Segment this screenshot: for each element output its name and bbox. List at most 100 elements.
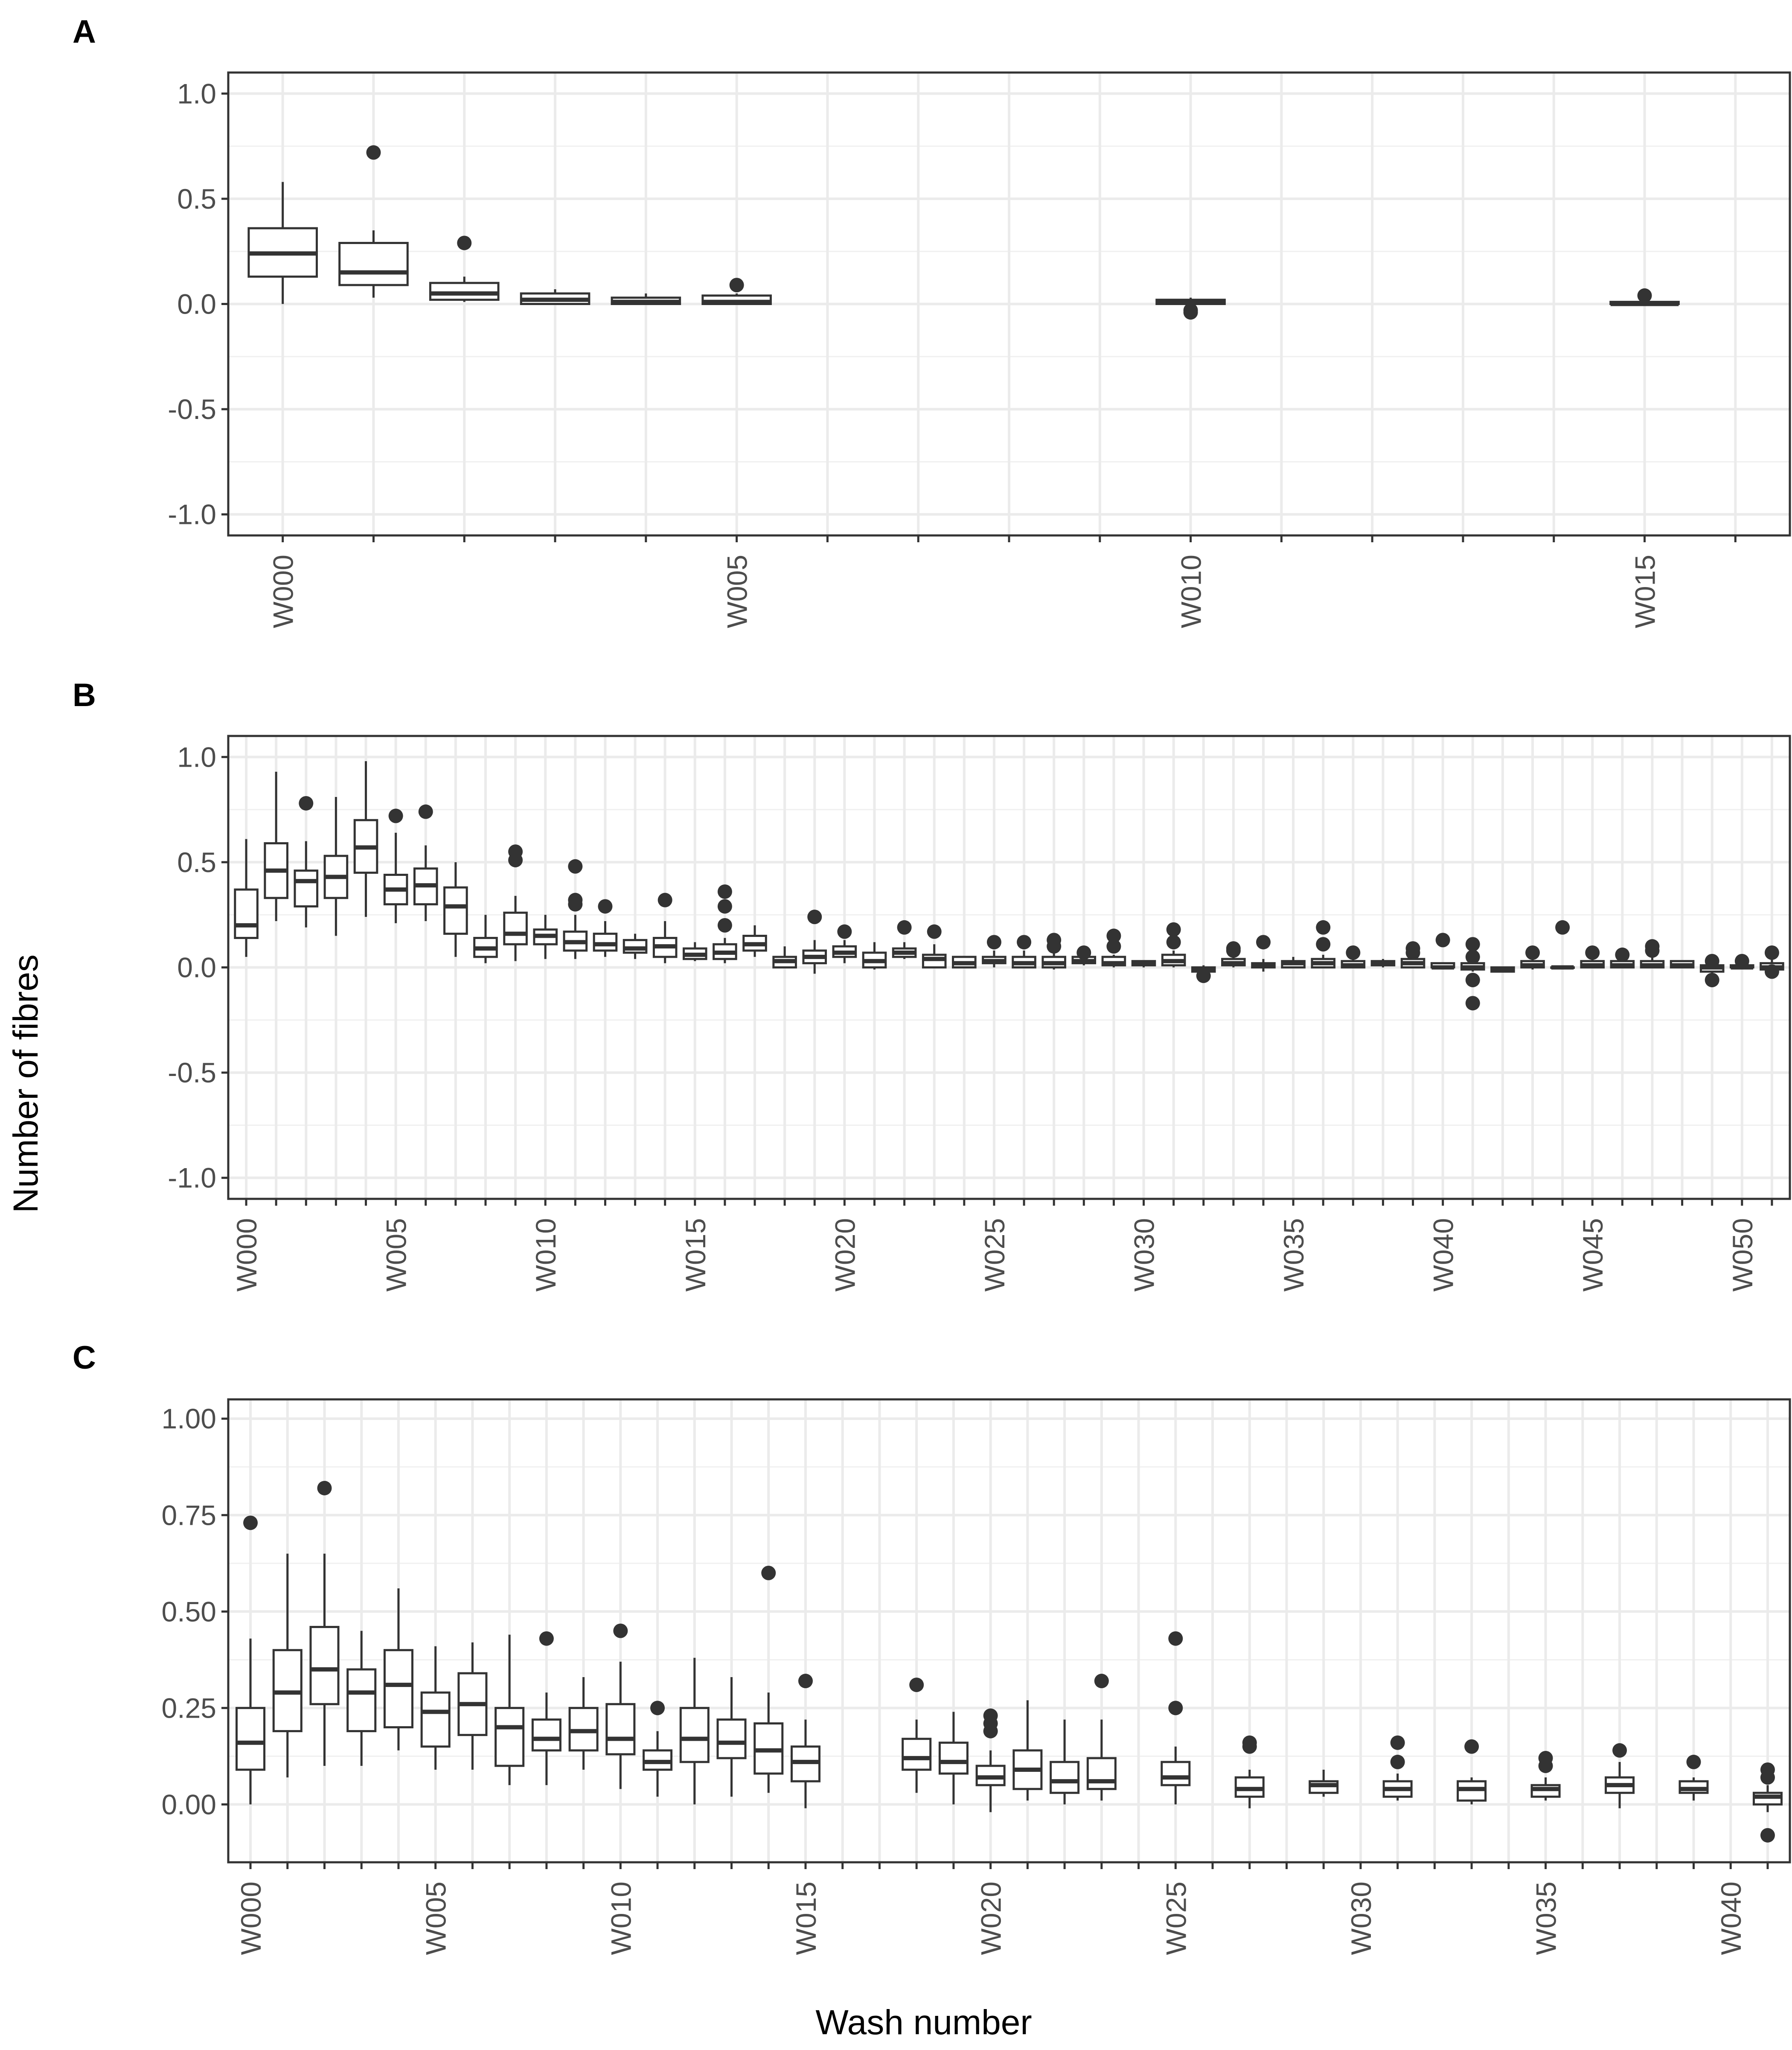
- x-tick-label: W040: [1715, 1881, 1747, 1955]
- box-w041: [1460, 937, 1485, 1011]
- box-w009: [568, 1677, 599, 1770]
- box-w046: [1610, 947, 1635, 969]
- x-tick-label: W005: [381, 1218, 412, 1291]
- x-tick-label: W015: [790, 1881, 822, 1955]
- outlier-point: [1390, 1754, 1405, 1769]
- y-tick-label: 1.0: [177, 741, 216, 773]
- box-w015: [790, 1674, 821, 1809]
- outlier-point: [807, 910, 822, 925]
- box-w031: [1382, 1735, 1413, 1801]
- outlier-point: [1686, 1754, 1701, 1769]
- outlier-point: [1645, 939, 1660, 954]
- outlier-point: [1760, 1762, 1775, 1777]
- outlier-point: [1734, 954, 1749, 968]
- outlier-point: [927, 924, 942, 939]
- box-w049: [1699, 954, 1725, 988]
- box-w041: [1752, 1762, 1783, 1843]
- box-w032: [1191, 965, 1216, 983]
- box-w010: [533, 915, 558, 959]
- box-w035: [1281, 957, 1306, 969]
- iqr-box: [346, 1668, 377, 1733]
- box-w029: [1309, 1770, 1339, 1797]
- box-w002: [429, 236, 500, 302]
- box-w010: [1155, 297, 1226, 320]
- box-w012: [593, 899, 618, 957]
- outlier-point: [613, 1623, 628, 1638]
- box-w051: [1760, 945, 1784, 979]
- outlier-point: [909, 1678, 924, 1692]
- panel-b: B 1.0 0.5 0.0 -0.5 -1.0 W000 W005 W010 W015 W020 W0…: [73, 677, 1791, 1291]
- box-w020: [832, 924, 857, 963]
- panel-letter: C: [73, 1340, 96, 1376]
- box-w018: [772, 946, 797, 968]
- box-w009: [503, 844, 528, 961]
- box-w000: [247, 182, 318, 304]
- y-tick-label: 0.0: [177, 952, 216, 983]
- outlier-point: [1316, 937, 1331, 952]
- y-tick-label: 0.0: [177, 288, 216, 320]
- x-tick-label: W035: [1530, 1881, 1562, 1955]
- outlier-point: [1612, 1743, 1627, 1758]
- outlier-point: [798, 1674, 813, 1689]
- outlier-point: [1168, 1701, 1183, 1716]
- box-w025: [1161, 1631, 1191, 1805]
- outlier-point: [388, 808, 403, 823]
- box-w023: [922, 924, 947, 969]
- outlier-point: [1538, 1750, 1553, 1765]
- outlier-point: [598, 899, 613, 914]
- x-tick-label: W015: [1629, 555, 1661, 628]
- x-tick-label: W050: [1727, 1218, 1758, 1291]
- panel-border: [227, 1398, 1791, 1864]
- outlier-point: [1405, 941, 1420, 956]
- outlier-point: [983, 1708, 998, 1723]
- box-w001: [338, 145, 409, 298]
- outlier-point: [539, 1631, 554, 1646]
- outlier-point: [1242, 1735, 1257, 1750]
- panel-letter: A: [73, 14, 96, 50]
- box-w025: [982, 935, 1007, 968]
- box-w004: [353, 761, 378, 917]
- box-w005: [701, 278, 772, 305]
- outlier-point: [717, 884, 732, 899]
- box-w000: [234, 839, 259, 957]
- x-tick-label: W025: [1160, 1881, 1192, 1955]
- x-tick-label: W010: [530, 1218, 561, 1291]
- box-w036: [1311, 920, 1336, 968]
- outlier-point: [299, 796, 314, 811]
- iqr-box: [1050, 1761, 1080, 1794]
- iqr-box: [338, 241, 409, 286]
- box-w037: [1341, 945, 1366, 969]
- box-w043: [1520, 945, 1545, 970]
- outlier-point: [1525, 945, 1540, 960]
- box-w019: [802, 910, 827, 974]
- x-tick-label: W005: [420, 1881, 452, 1955]
- outlier-point: [568, 893, 583, 907]
- box-w011: [643, 1701, 673, 1797]
- y-tick-label: 0.5: [177, 183, 216, 215]
- outlier-point: [1585, 945, 1600, 960]
- iqr-box: [420, 1691, 451, 1748]
- outlier-point: [1637, 288, 1652, 303]
- box-w017: [742, 925, 767, 957]
- x-tick-label: W020: [829, 1218, 861, 1291]
- y-tick-label: 0.50: [162, 1596, 216, 1627]
- iqr-box: [605, 1703, 636, 1756]
- outlier-point: [761, 1565, 776, 1580]
- iqr-box: [443, 886, 468, 935]
- outlier-point: [1183, 303, 1198, 318]
- box-w027: [1041, 933, 1066, 970]
- iqr-box: [531, 1718, 561, 1752]
- outlier-point: [1764, 964, 1779, 979]
- box-w014: [753, 1565, 784, 1793]
- outlier-point: [1615, 947, 1630, 962]
- outlier-point: [1705, 954, 1719, 968]
- box-w022: [892, 920, 917, 959]
- box-w019: [938, 1712, 969, 1805]
- outlier-point: [1435, 933, 1450, 948]
- box-w033: [1457, 1739, 1487, 1805]
- box-w039: [1400, 941, 1425, 968]
- box-w022: [1050, 1719, 1080, 1805]
- y-tick-label: 1.0: [177, 78, 216, 109]
